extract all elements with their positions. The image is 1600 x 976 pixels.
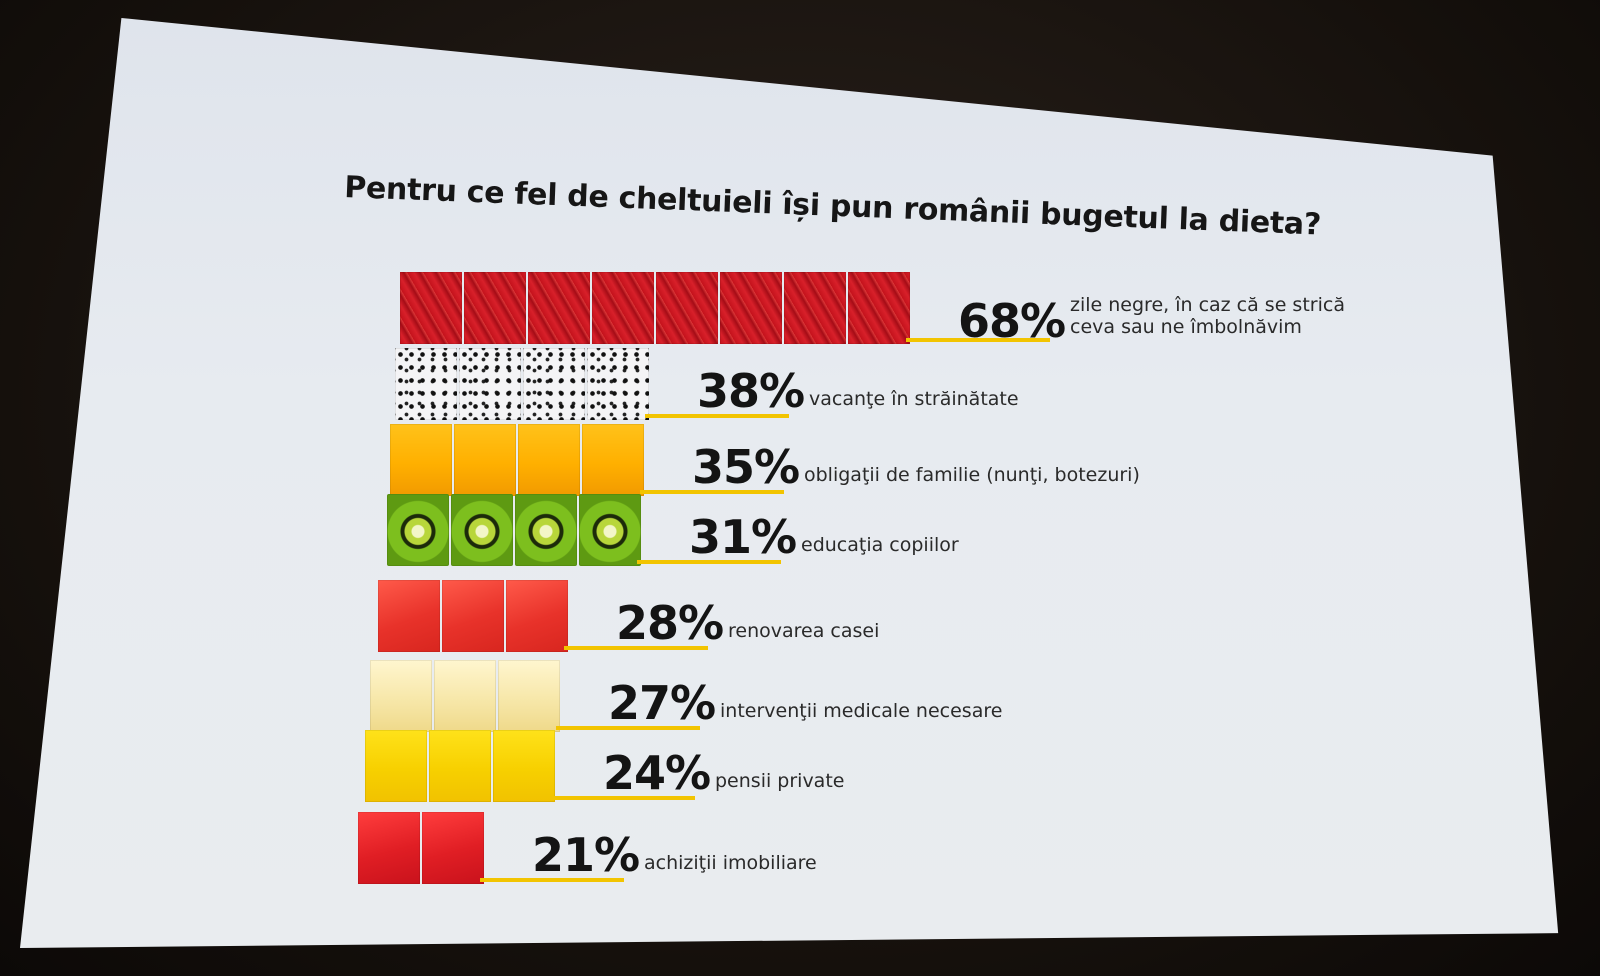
fruit-block (528, 272, 590, 344)
bar (358, 812, 486, 884)
fruit-block (365, 730, 427, 802)
category-label: pensii private (715, 770, 844, 792)
category-label-line: intervenţii medicale necesare (720, 700, 1003, 722)
fruit-block (720, 272, 782, 344)
value-label: 68% (958, 294, 1066, 348)
fruit-block (493, 730, 555, 802)
category-label-line: renovarea casei (728, 620, 880, 642)
bar-underline (637, 560, 781, 564)
fruit-block (518, 424, 580, 496)
fruit-block (422, 812, 484, 884)
projection-screen (20, 18, 1559, 948)
fruit-block (395, 348, 457, 420)
bar (387, 494, 643, 566)
bar-underline (640, 490, 784, 494)
fruit-block (592, 272, 654, 344)
fruit-block (579, 494, 641, 566)
category-label: achiziţii imobiliare (644, 852, 817, 874)
bar (390, 424, 646, 496)
fruit-block (378, 580, 440, 652)
bar-underline (564, 646, 708, 650)
category-label: renovarea casei (728, 620, 879, 642)
category-label: intervenţii medicale necesare (720, 700, 1002, 722)
category-label: educaţia copiilor (801, 534, 959, 556)
value-label: 31% (689, 510, 797, 564)
bar (365, 730, 557, 802)
category-label: zile negre, în caz că se strică ceva sau … (1070, 294, 1345, 338)
value-label: 28% (616, 596, 724, 650)
value-label: 35% (692, 440, 800, 494)
category-label-line: zile negre, în caz că se strică (1070, 294, 1345, 316)
bar-row: 27% intervenţii medicale necesare (370, 660, 1470, 736)
value-label: 27% (608, 676, 716, 730)
bar-row: 35% obligaţii de familie (nunţi, botezuri… (390, 424, 1490, 500)
category-label-line: ceva sau ne îmbolnăvim (1070, 316, 1302, 338)
bar-underline (480, 878, 624, 882)
category-label-line: achiziţii imobiliare (644, 852, 817, 874)
value-label: 24% (603, 746, 711, 800)
fruit-block (587, 348, 649, 420)
value-label: 21% (532, 828, 640, 882)
bar-underline (551, 796, 695, 800)
fruit-block (848, 272, 910, 344)
fruit-block (400, 272, 462, 344)
fruit-block (515, 494, 577, 566)
bar-row: 28% renovarea casei (378, 580, 1478, 656)
bar-row: 38% vacanţe în străinătate (395, 348, 1495, 424)
fruit-block (390, 424, 452, 496)
bar (395, 348, 651, 420)
fruit-block (784, 272, 846, 344)
bar-row: 31% educaţia copiilor (387, 494, 1487, 570)
category-label-line: pensii private (715, 770, 845, 792)
category-label-line: vacanţe în străinătate (809, 388, 1019, 410)
bar-underline (906, 338, 1050, 342)
bar-row: 68% zile negre, în caz că se strică ceva s… (400, 272, 1500, 348)
fruit-block (498, 660, 560, 732)
bar (378, 580, 570, 652)
fruit-block (506, 580, 568, 652)
fruit-block (442, 580, 504, 652)
fruit-block (387, 494, 449, 566)
fruit-block (451, 494, 513, 566)
category-label: vacanţe în străinătate (809, 388, 1019, 410)
fruit-block (429, 730, 491, 802)
bar-row: 24% pensii private (365, 730, 1465, 806)
value-label: 38% (697, 364, 805, 418)
fruit-block (370, 660, 432, 732)
bar (370, 660, 562, 732)
category-label-line: obligaţii de familie (nunţi, botezuri) (804, 464, 1140, 486)
bar-underline (645, 414, 789, 418)
bar-underline (556, 726, 700, 730)
category-label: obligaţii de familie (nunţi, botezuri) (804, 464, 1140, 486)
bar (400, 272, 912, 344)
chart-title: Pentru ce fel de cheltuieli își pun româ… (343, 170, 1322, 243)
fruit-block (656, 272, 718, 344)
fruit-block (459, 348, 521, 420)
fruit-block (582, 424, 644, 496)
fruit-block (464, 272, 526, 344)
bar-row: 21% achiziţii imobiliare (358, 812, 1458, 888)
fruit-block (523, 348, 585, 420)
fruit-block (454, 424, 516, 496)
fruit-block (434, 660, 496, 732)
fruit-block (358, 812, 420, 884)
category-label-line: educaţia copiilor (801, 534, 959, 556)
